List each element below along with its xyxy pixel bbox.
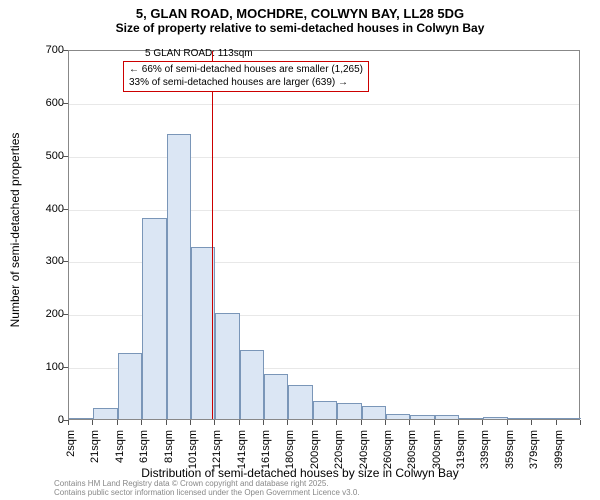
x-tick-mark <box>458 420 459 425</box>
x-tick-mark <box>409 420 410 425</box>
histogram-bar <box>167 134 191 419</box>
histogram-bar <box>435 415 459 419</box>
x-tick-label: 319sqm <box>455 430 467 490</box>
x-tick-mark <box>336 420 337 425</box>
histogram-bar <box>362 406 386 419</box>
histogram-bar <box>410 415 434 419</box>
histogram-bar <box>288 385 312 419</box>
x-tick-mark <box>92 420 93 425</box>
x-tick-mark <box>482 420 483 425</box>
histogram-bar <box>118 353 142 419</box>
annotation-box: ← 66% of semi-detached houses are smalle… <box>123 61 369 92</box>
x-tick-mark <box>190 420 191 425</box>
x-tick-label: 399sqm <box>553 430 565 490</box>
chart-title: 5, GLAN ROAD, MOCHDRE, COLWYN BAY, LL28 … <box>0 0 600 21</box>
y-tick-label: 300 <box>34 255 64 267</box>
histogram-bar <box>557 418 581 419</box>
annotation-line-2: 33% of semi-detached houses are larger (… <box>129 77 363 90</box>
x-tick-mark <box>507 420 508 425</box>
y-tick-label: 600 <box>34 97 64 109</box>
x-tick-label: 339sqm <box>479 430 491 490</box>
gridline <box>69 157 579 158</box>
y-tick-label: 700 <box>34 44 64 56</box>
histogram-bar <box>459 418 483 419</box>
x-tick-mark <box>556 420 557 425</box>
y-tick-label: 200 <box>34 308 64 320</box>
histogram-bar <box>69 418 93 419</box>
histogram-bar <box>337 403 361 419</box>
histogram-bar <box>215 313 239 419</box>
y-tick-label: 100 <box>34 361 64 373</box>
x-tick-label: 379sqm <box>528 430 540 490</box>
histogram-bar <box>93 408 117 419</box>
x-axis-label: Distribution of semi-detached houses by … <box>0 466 600 480</box>
attribution-line-2: Contains public sector information licen… <box>54 489 360 498</box>
x-tick-mark <box>141 420 142 425</box>
x-tick-mark <box>580 420 581 425</box>
histogram-bar <box>483 417 507 419</box>
gridline <box>69 210 579 211</box>
annotation-title: 5 GLAN ROAD: 113sqm <box>145 48 253 59</box>
x-tick-mark <box>531 420 532 425</box>
x-tick-mark <box>68 420 69 425</box>
x-tick-mark <box>166 420 167 425</box>
attribution: Contains HM Land Registry data © Crown c… <box>54 480 360 498</box>
gridline <box>69 104 579 105</box>
annotation-line-1: ← 66% of semi-detached houses are smalle… <box>129 64 363 77</box>
histogram-bar <box>532 418 556 419</box>
x-tick-mark <box>214 420 215 425</box>
x-tick-mark <box>117 420 118 425</box>
y-tick-label: 400 <box>34 203 64 215</box>
chart-container: 5, GLAN ROAD, MOCHDRE, COLWYN BAY, LL28 … <box>0 0 600 500</box>
reference-line <box>212 51 213 419</box>
x-tick-mark <box>361 420 362 425</box>
histogram-bar <box>142 218 166 419</box>
x-tick-mark <box>239 420 240 425</box>
histogram-bar <box>386 414 410 419</box>
plot-area: 5 GLAN ROAD: 113sqm ← 66% of semi-detach… <box>68 50 580 420</box>
x-tick-label: 260sqm <box>382 430 394 490</box>
x-tick-mark <box>385 420 386 425</box>
histogram-bar <box>264 374 288 419</box>
y-tick-label: 0 <box>34 414 64 426</box>
histogram-bar <box>313 401 337 420</box>
y-tick-label: 500 <box>34 150 64 162</box>
x-tick-mark <box>263 420 264 425</box>
x-tick-label: 280sqm <box>406 430 418 490</box>
x-tick-mark <box>312 420 313 425</box>
x-tick-label: 300sqm <box>431 430 443 490</box>
x-tick-mark <box>287 420 288 425</box>
x-tick-mark <box>434 420 435 425</box>
chart-subtitle: Size of property relative to semi-detach… <box>0 21 600 35</box>
y-axis-label: Number of semi-detached properties <box>8 133 22 328</box>
histogram-bar <box>508 418 532 419</box>
x-tick-label: 359sqm <box>504 430 516 490</box>
histogram-bar <box>240 350 264 419</box>
